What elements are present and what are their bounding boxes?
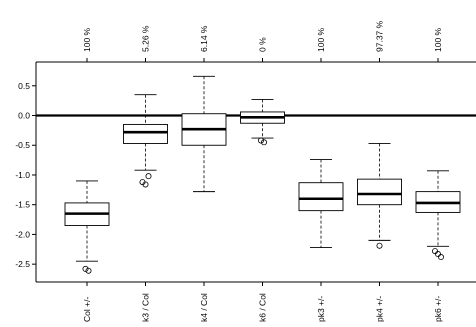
outlier-point <box>85 267 92 274</box>
y-tick-label: -0.5 <box>15 140 30 150</box>
y-tick-label: -2.5 <box>15 259 30 269</box>
box <box>123 123 168 144</box>
y-tick-label: -1.0 <box>15 170 30 180</box>
box <box>357 178 402 206</box>
top-percent-label: 100 % <box>316 27 326 52</box>
outlier-point <box>437 254 444 261</box>
top-percent-label: 0 % <box>258 37 268 52</box>
x-category-label: Col +/- <box>82 297 92 322</box>
y-tick-label: 0.0 <box>18 111 30 121</box>
top-percent-label: 5.26 % <box>141 25 151 52</box>
outlier-point <box>431 248 438 255</box>
y-tick-label: -2.0 <box>15 229 30 239</box>
y-tick-label: 0.5 <box>18 81 30 91</box>
outlier-point <box>260 139 267 146</box>
x-category-label: k3 / Col <box>141 293 151 322</box>
outlier-point <box>142 181 149 188</box>
x-category-label: k4 / Col <box>199 293 209 322</box>
outlier-point <box>376 242 383 249</box>
x-category-label: pk3 +/- <box>316 296 326 322</box>
outlier-point <box>82 265 89 272</box>
x-category-label: pk6 +/- <box>433 296 443 322</box>
x-category-label: k6 / Col <box>258 293 268 322</box>
top-percent-label: 6.14 % <box>199 25 209 52</box>
top-percent-label: 100 % <box>433 27 443 52</box>
x-category-label: pk4 +/- <box>375 296 385 322</box>
box <box>298 182 344 212</box>
outlier-point <box>257 137 264 144</box>
top-percent-label: 97.37 % <box>375 20 385 52</box>
outlier-point <box>434 251 441 258</box>
top-percent-label: 100 % <box>82 27 92 52</box>
outlier-point <box>145 173 152 180</box>
y-tick-label: -1.5 <box>15 200 30 210</box>
